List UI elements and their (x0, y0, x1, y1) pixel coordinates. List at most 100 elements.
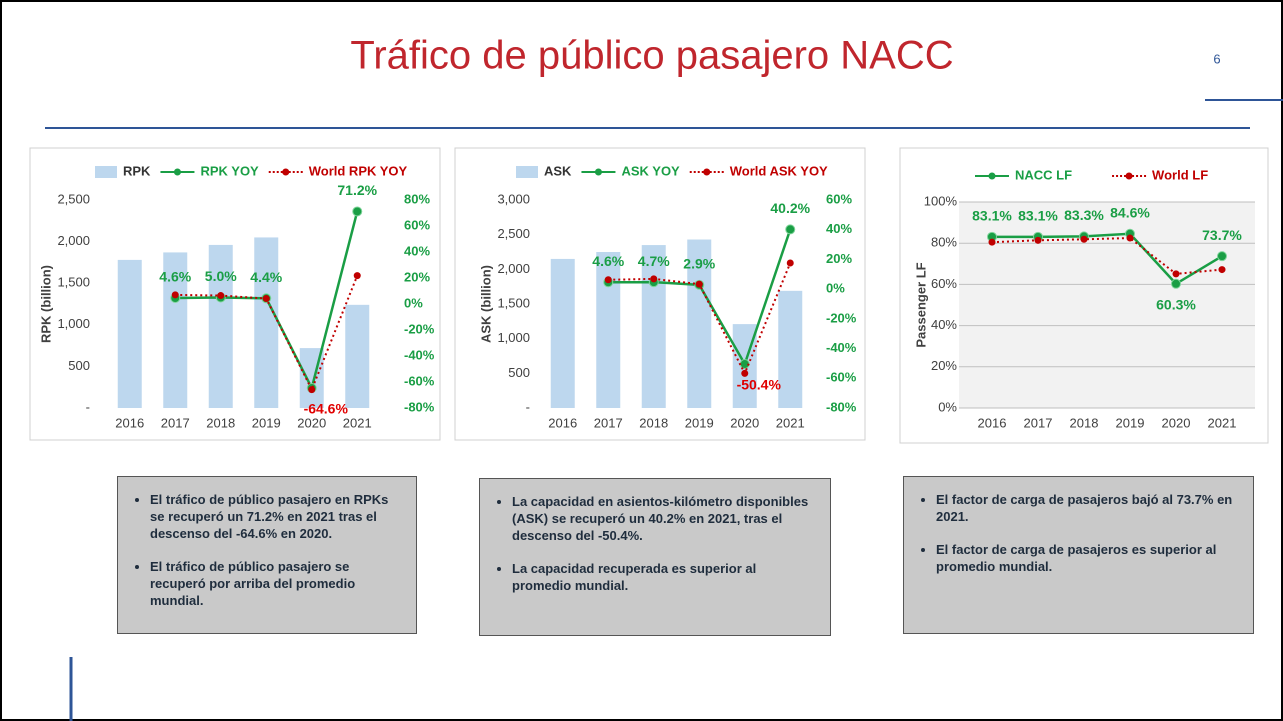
y-tick-label: 1,500 (497, 295, 530, 310)
legend-label: NACC LF (1015, 167, 1072, 182)
data-label: 83.1% (972, 208, 1012, 224)
point (741, 369, 749, 377)
page-number: 6 (1213, 51, 1220, 66)
data-label: 4.6% (159, 269, 191, 285)
y-tick-label: 1,500 (57, 275, 90, 290)
data-label: 5.0% (205, 268, 237, 284)
y2-tick-label: -20% (404, 321, 435, 336)
x-tick-label: 2019 (685, 415, 714, 430)
bullet: El tráfico de público pasajero en RPKs s… (150, 491, 404, 542)
data-label: 2.9% (683, 256, 715, 272)
y2-tick-label: 60% (404, 217, 430, 232)
legend-label: ASK YOY (621, 163, 680, 178)
bar (208, 244, 233, 408)
y-tick-label: 60% (931, 276, 957, 291)
bar (163, 252, 188, 408)
y-tick-label: 3,000 (497, 191, 530, 206)
point (353, 272, 361, 280)
x-tick-label: 2017 (1024, 415, 1053, 430)
x-tick-label: 2016 (548, 415, 577, 430)
y2-tick-label: -40% (404, 347, 435, 362)
bar (596, 252, 621, 408)
bar (345, 304, 370, 408)
legend-label: World ASK YOY (730, 163, 828, 178)
point (1218, 266, 1226, 274)
x-tick-label: 2020 (297, 415, 326, 430)
data-label: 60.3% (1156, 296, 1196, 312)
y-tick-label: 40% (931, 317, 957, 332)
legend-marker (282, 168, 290, 176)
note-box: El tráfico de público pasajero en RPKs s… (117, 476, 417, 634)
y2-tick-label: 80% (404, 191, 430, 206)
data-label: 84.6% (1110, 204, 1150, 220)
bar (254, 237, 279, 408)
y-tick-label: 1,000 (57, 316, 90, 331)
legend-label: World LF (1152, 167, 1208, 182)
legend-label: ASK (544, 163, 572, 178)
y-axis-title: RPK (billion) (38, 265, 53, 343)
point (217, 292, 225, 300)
y-axis-title: ASK (billion) (478, 265, 493, 343)
bar (778, 290, 803, 408)
data-label: 73.7% (1202, 227, 1242, 243)
y-tick-label: 2,000 (57, 233, 90, 248)
x-tick-label: 2021 (776, 415, 805, 430)
y-tick-label: 1,000 (497, 330, 530, 345)
y-tick-label: 500 (508, 365, 530, 380)
legend-marker (703, 168, 711, 176)
y2-tick-label: 20% (404, 269, 430, 284)
x-tick-label: 2020 (1162, 415, 1191, 430)
data-label: 4.6% (592, 253, 624, 269)
bar (550, 258, 575, 408)
legend-marker (1125, 172, 1133, 180)
y-axis-title: Passenger LF (913, 262, 928, 347)
x-tick-label: 2017 (594, 415, 623, 430)
bar (117, 259, 142, 408)
point (1080, 235, 1088, 243)
y-tick-label: 100% (924, 193, 958, 208)
legend-label: RPK (123, 163, 151, 178)
x-tick-label: 2020 (730, 415, 759, 430)
x-tick-label: 2018 (1070, 415, 1099, 430)
point (1217, 251, 1227, 262)
legend-swatch (516, 166, 538, 178)
bar (641, 245, 666, 408)
bullet: El tráfico de público pasajero se recupe… (150, 558, 404, 609)
chart-frame (29, 147, 441, 441)
series-line (992, 232, 1223, 286)
y2-tick-label: 0% (404, 295, 423, 310)
y2-tick-label: -60% (404, 373, 435, 388)
point (1172, 270, 1180, 278)
point (604, 276, 612, 284)
data-label: -64.6% (304, 401, 349, 417)
x-tick-label: 2019 (1116, 415, 1145, 430)
x-tick-label: 2021 (1208, 415, 1237, 430)
legend-marker (594, 168, 602, 176)
legend-label: World RPK YOY (309, 163, 408, 178)
y-tick-label: 2,000 (497, 261, 530, 276)
y-tick-label: 0% (938, 399, 957, 414)
x-tick-label: 2018 (639, 415, 668, 430)
y-tick-label: - (526, 399, 530, 414)
point (171, 291, 179, 299)
y-tick-label: 2,500 (497, 226, 530, 241)
legend-marker (988, 172, 996, 180)
bullet: El factor de carga de pasajeros es super… (936, 541, 1241, 575)
x-tick-label: 2019 (252, 415, 281, 430)
note-box: La capacidad en asientos-kilómetro dispo… (479, 478, 831, 636)
point (988, 238, 996, 246)
point (785, 224, 796, 235)
y2-tick-label: -20% (826, 310, 857, 325)
note-box: El factor de carga de pasajeros bajó al … (903, 476, 1254, 634)
point (786, 259, 794, 267)
x-tick-label: 2016 (115, 415, 144, 430)
y2-tick-label: 40% (404, 243, 430, 258)
data-label: 83.1% (1018, 208, 1058, 224)
data-label: 4.4% (250, 269, 282, 285)
y2-tick-label: -80% (404, 399, 435, 414)
legend-marker (173, 168, 181, 176)
y-tick-label: 2,500 (57, 191, 90, 206)
